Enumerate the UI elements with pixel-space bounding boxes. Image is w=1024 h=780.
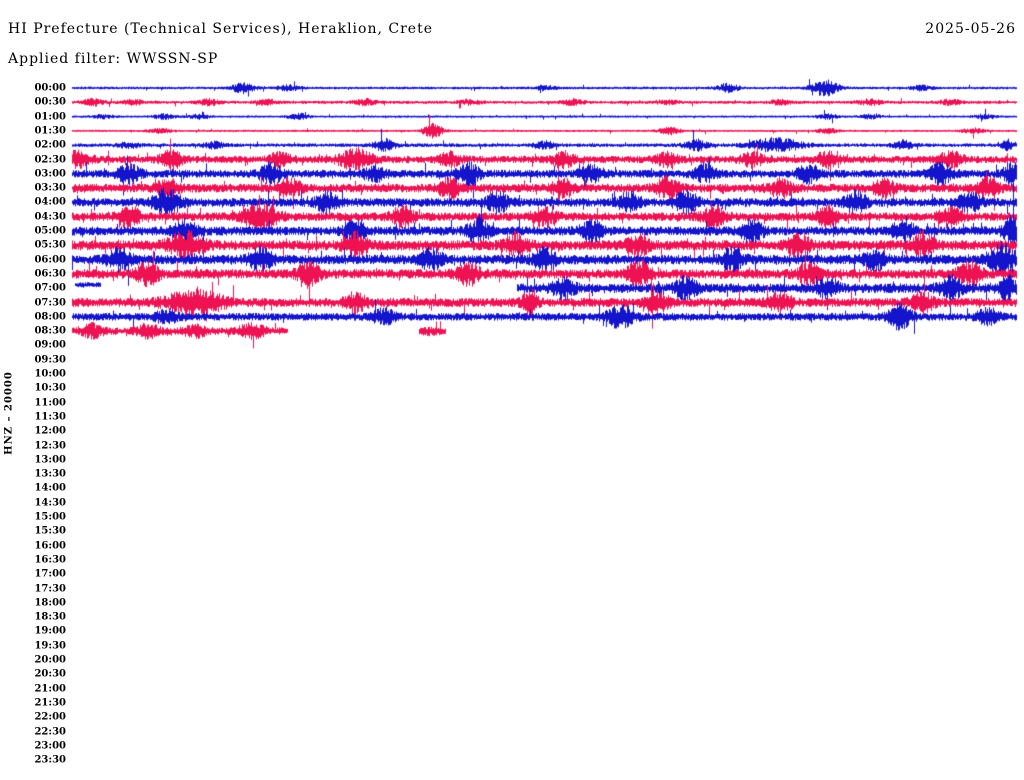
helicorder-page: HI Prefecture (Technical Services), Hera… [0, 0, 1024, 780]
helicorder-canvas [0, 0, 1024, 780]
